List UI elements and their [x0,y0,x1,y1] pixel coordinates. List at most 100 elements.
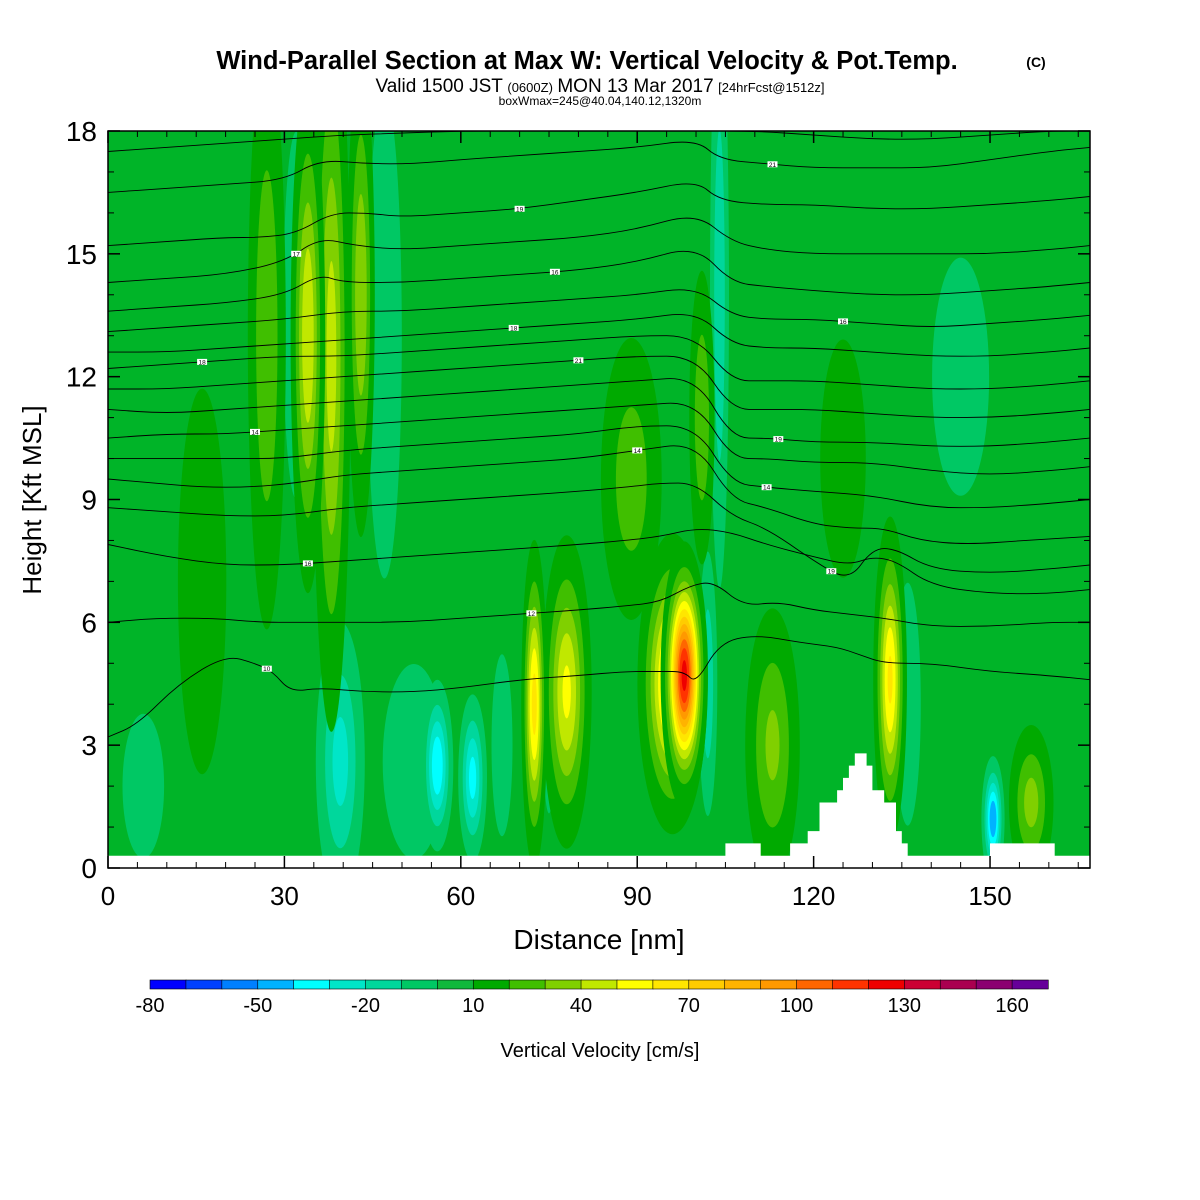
colorbar-swatch [796,979,834,990]
colorbar-swatch [832,979,869,990]
theta-label-bg [767,161,778,168]
theta-contour-label: 19 [516,206,524,213]
subtitle-zulu: (0600Z) [507,80,553,95]
colorbar-swatch [365,979,403,990]
chart-subtitle: Valid 1500 JST (0600Z) MON 13 Mar 2017 [… [375,76,824,97]
theta-label-bg [197,358,208,365]
theta-label-bg [773,436,784,443]
velocity-band [332,717,349,806]
velocity-band [615,407,647,551]
y-tick-label: 12 [66,362,97,393]
theta-contour-label: 14 [763,485,771,492]
theta-contour-label: 21 [769,162,777,169]
x-tick-label: 90 [623,881,652,911]
colorbar-swatch [975,979,1013,990]
theta-contour-line [108,482,1090,576]
theta-label-bg [291,250,302,257]
colorbar-swatch [904,979,941,990]
colorbar-swatch [437,979,474,990]
velocity-band [562,665,571,719]
colorbar-swatch [544,979,582,990]
theta-contour-label: 19 [775,437,783,444]
colorbar-swatch [221,979,259,990]
theta-contour-line [108,425,1090,509]
subtitle-date: MON 13 Mar 2017 [557,76,713,97]
theta-contour-line [108,445,1090,544]
velocity-band [431,736,443,795]
theta-contour-line [108,250,1090,312]
colorbar-tick-label: -80 [136,995,165,1017]
theta-contour-line [108,289,1090,333]
x-tick-label: 150 [968,881,1011,911]
colorbar-swatch [760,979,798,990]
theta-label-bg [508,324,519,331]
terrain [108,753,1090,868]
y-axis: 0 3 6 9 12 15 18 [66,116,1090,884]
velocity-field [122,131,1054,868]
theta-label-bg [302,560,313,567]
velocity-band [681,660,687,692]
theta-contour-line [108,217,1090,283]
theta-contours: 10 12 16 19 14 14 14 19 21 18 18 16 16 17 19 21 [108,131,1090,738]
velocity-band [302,248,314,423]
theta-label-bg [549,268,560,275]
colorbar-ticks: -80 -50 -20 10 40 70 100 130 160 [136,995,1029,1017]
theta-contour-label: 14 [251,429,259,436]
velocity-band [177,388,227,775]
y-tick-label: 15 [66,239,97,270]
colorbar-tick-label: 40 [570,995,592,1017]
velocity-band [765,710,780,781]
colorbar-swatch [185,979,223,990]
x-tick-label: 0 [101,881,115,911]
theta-contour-label: 16 [304,561,312,568]
velocity-band [932,257,990,496]
velocity-band [1024,777,1039,828]
theta-label-bg [261,665,272,672]
colorbar-tick-label: 100 [780,995,813,1017]
theta-contour-line [108,636,1090,738]
colorbar-swatch [939,979,977,990]
colorbar-tick-label: 70 [678,995,700,1017]
theta-label-bg [761,484,772,491]
theta-contour-line [108,582,1090,627]
theta-contour-label: 17 [293,251,301,258]
velocity-band [122,713,165,859]
plot-area: 10 12 16 19 14 14 14 19 21 18 18 16 16 17 19 21 [108,131,1090,868]
y-tick-label: 18 [66,116,97,147]
theta-contour-line [108,378,1090,447]
x-tick-label: 120 [792,881,835,911]
theta-contour-label: 14 [634,448,642,455]
colorbar [149,979,1049,990]
colorbar-swatch [401,979,438,990]
theta-contour-line [108,141,1090,193]
theta-label-bg [250,428,260,435]
velocity-band [355,193,367,396]
x-tick-label: 60 [446,881,475,911]
theta-label-bg [573,357,584,364]
theta-contour-label: 10 [263,666,271,673]
theta-label-bg [514,205,525,212]
x-axis: 0 30 60 90 120 150 [101,131,1079,911]
velocity-band [491,654,513,837]
subtitle-forecast: [24hrFcst@1512z] [718,80,824,95]
colorbar-swatch [472,979,510,990]
colorbar-swatch [1011,979,1049,990]
theta-contour-line [108,314,1090,357]
theta-contour-line [108,355,1090,419]
theta-label-bg [526,610,537,617]
y-tick-label: 6 [81,607,97,638]
theta-contour-label: 19 [828,569,836,576]
colorbar-swatch [868,979,905,990]
y-tick-label: 0 [81,853,97,884]
chart-title-mark: (C) [1026,54,1045,70]
colorbar-swatch [688,979,726,990]
theta-contour-label: 21 [575,358,583,365]
colorbar-swatch [508,979,546,990]
theta-contour-label: 18 [510,325,518,332]
velocity-band [531,673,537,735]
colorbar-swatch [652,979,690,990]
colorbar-tick-label: -50 [243,995,272,1017]
colorbar-swatch [257,979,295,990]
colorbar-label: Vertical Velocity [cm/s] [501,1040,700,1062]
chart-subtitle-box: boxWmax=245@40.04,140.12,1320m [499,94,702,108]
